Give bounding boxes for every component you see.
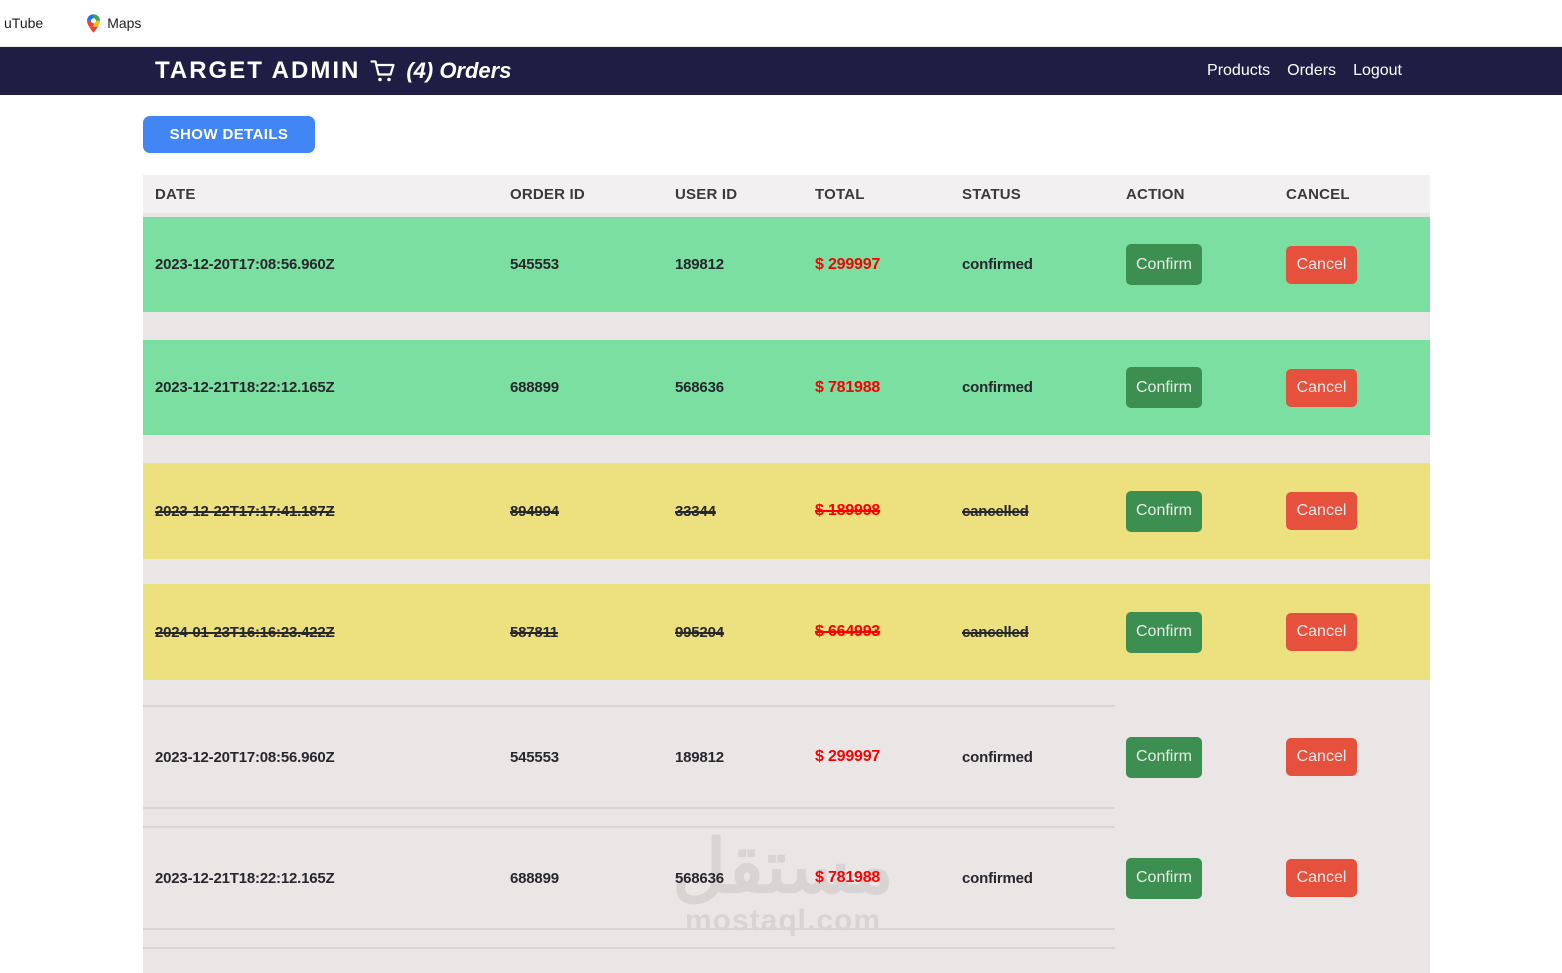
nav-link-logout[interactable]: Logout: [1353, 62, 1402, 79]
table-row: 2023-12-21T18:22:12.165Z 688899 568636 $…: [143, 340, 1430, 435]
order-id: 688899: [510, 379, 559, 396]
col-header-status: STATUS: [962, 185, 1021, 203]
confirm-button[interactable]: Confirm: [1126, 857, 1202, 899]
confirm-button[interactable]: Confirm: [1126, 244, 1202, 285]
order-status: confirmed: [962, 748, 1033, 766]
cancel-button[interactable]: Cancel: [1286, 613, 1357, 651]
order-id: 545553: [510, 256, 559, 273]
nav-links: Products Orders Logout: [1207, 62, 1402, 80]
confirm-button[interactable]: Confirm: [1126, 367, 1202, 408]
user-id: 568636: [675, 379, 724, 396]
order-total: $ 664993: [815, 623, 881, 640]
order-total: $ 299997: [815, 255, 881, 273]
table-row: 2023-12-22T17:17:41.187Z 894994 33344 $ …: [143, 463, 1430, 559]
col-header-total: TOTAL: [815, 185, 865, 203]
order-status: confirmed: [962, 379, 1033, 396]
col-header-user-id: USER ID: [675, 185, 738, 203]
col-header-action: ACTION: [1126, 185, 1185, 203]
bookmark-utube[interactable]: uTube: [4, 15, 43, 31]
nav-link-products[interactable]: Products: [1207, 62, 1271, 79]
show-details-button[interactable]: SHOW DETAILS: [143, 116, 315, 153]
confirm-button[interactable]: Confirm: [1126, 490, 1202, 532]
order-total: $ 781988: [815, 378, 881, 396]
nav-link-orders[interactable]: Orders: [1287, 62, 1337, 79]
bookmark-utube-label: uTube: [4, 15, 44, 31]
order-date: 2023-12-21T18:22:12.165Z: [155, 379, 335, 396]
table-row: 2024-01-23T16:16:23.422Z 587811 995204 $…: [143, 584, 1430, 680]
plain-divider: [143, 705, 1115, 707]
cancel-button[interactable]: Cancel: [1286, 492, 1357, 530]
table-body: 2023-12-20T17:08:56.960Z 545553 189812 $…: [143, 217, 1430, 949]
order-id: 587811: [510, 623, 559, 641]
col-header-order-id: ORDER ID: [510, 185, 585, 203]
cancel-button[interactable]: Cancel: [1286, 368, 1357, 407]
col-header-date: DATE: [155, 185, 196, 203]
order-id: 894994: [510, 502, 559, 520]
order-date: 2023-12-22T17:17:41.187Z: [155, 502, 335, 520]
cart-icon: [370, 59, 396, 83]
order-date: 2023-12-21T18:22:12.165Z: [155, 869, 335, 887]
bookmark-maps-label: Maps: [107, 15, 142, 31]
table-header-row: DATE ORDER ID USER ID TOTAL STATUS ACTIO…: [143, 175, 1430, 213]
app-title: TARGET ADMIN: [155, 57, 361, 84]
maps-pin-icon: [87, 13, 101, 33]
col-header-cancel: CANCEL: [1286, 185, 1350, 203]
user-id: 568636: [675, 869, 724, 887]
brand: TARGET ADMIN (4) Orders: [155, 57, 511, 85]
orders-count-label: (4) Orders: [406, 58, 512, 83]
order-total: $ 781988: [815, 869, 881, 886]
order-total: $ 299997: [815, 748, 881, 765]
confirm-button[interactable]: Confirm: [1126, 736, 1202, 778]
user-id: 33344: [675, 502, 716, 520]
order-id: 688899: [510, 869, 559, 887]
order-date: 2023-12-20T17:08:56.960Z: [155, 256, 335, 273]
cancel-button[interactable]: Cancel: [1286, 738, 1357, 776]
user-id: 189812: [675, 256, 724, 273]
user-id: 189812: [675, 748, 724, 766]
order-status: cancelled: [962, 502, 1029, 520]
bookmark-maps[interactable]: Maps: [87, 13, 142, 33]
order-status: confirmed: [962, 869, 1033, 887]
cancel-button[interactable]: Cancel: [1286, 859, 1357, 897]
orders-table: DATE ORDER ID USER ID TOTAL STATUS ACTIO…: [143, 175, 1430, 973]
order-date: 2024-01-23T16:16:23.422Z: [155, 623, 335, 641]
order-date: 2023-12-20T17:08:56.960Z: [155, 748, 335, 766]
table-row: 2023-12-20T17:08:56.960Z 545553 189812 $…: [143, 217, 1430, 312]
plain-gap: [143, 807, 1115, 828]
bookmarks-bar: uTube Maps: [0, 0, 1562, 47]
user-id: 995204: [675, 623, 724, 641]
confirm-button[interactable]: Confirm: [1126, 611, 1202, 653]
cancel-button[interactable]: Cancel: [1286, 245, 1357, 284]
order-id: 545553: [510, 748, 559, 766]
table-row: 2023-12-20T17:08:56.960Z 545553 189812 $…: [143, 707, 1430, 807]
plain-gap: [143, 928, 1115, 949]
navbar: TARGET ADMIN (4) Orders Products Orders …: [0, 47, 1562, 95]
order-total: $ 189998: [815, 502, 881, 519]
order-status: cancelled: [962, 623, 1029, 641]
table-row: 2023-12-21T18:22:12.165Z 688899 568636 $…: [143, 828, 1430, 928]
order-status: confirmed: [962, 256, 1033, 273]
